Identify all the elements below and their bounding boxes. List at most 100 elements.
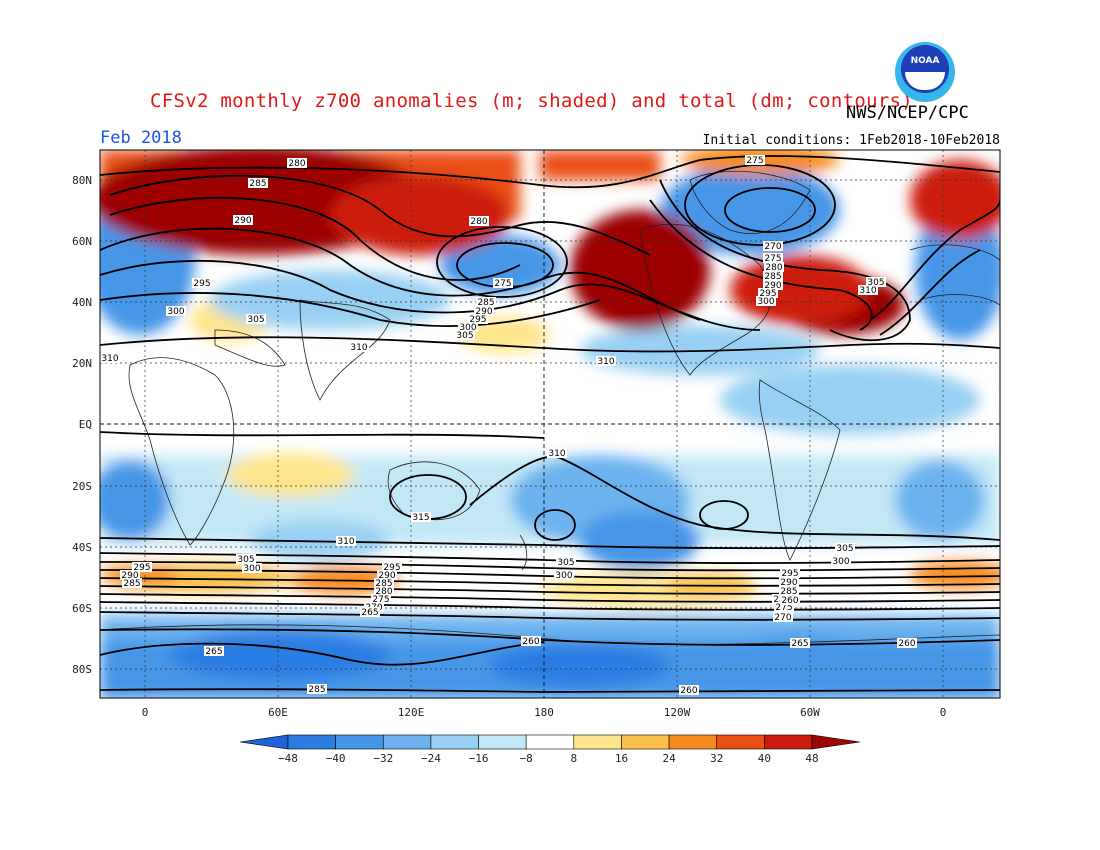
colorbar-tick-label: 16 [615,752,628,765]
contour-label-text: 280 [288,159,305,169]
contour-label-text: 305 [557,558,574,568]
contour-label-bg [236,554,256,564]
lat-label: 20N [72,357,92,370]
lat-label: 60S [72,602,92,615]
map-panel: 2802852902953003053102802752852902953003… [100,150,1000,698]
contour-label-text: 285 [780,587,797,597]
contour-label-bg [336,536,356,546]
contour-label-text: 295 [383,563,400,573]
colorbar-tick-label: 32 [710,752,723,765]
contour-label: 280 [764,262,784,273]
contour-label: 305 [866,277,886,288]
contour-label-text: 295 [759,289,776,299]
contour-label: 290 [233,215,253,226]
contour-label-bg [897,638,917,648]
contour-label-bg [521,636,541,646]
contour-label: 260 [679,685,699,696]
contour-label-text: 290 [378,571,395,581]
colorbar-tick-label: −48 [278,752,298,765]
colorbar-swatch [430,734,479,750]
colorbar-tick-label: −32 [373,752,393,765]
lon-label: 60W [800,706,820,719]
noaa-logo-text: NOAA [910,56,940,66]
contour-label-text: 265 [791,639,808,649]
contour-label: 310 [349,342,369,353]
contour-label: 300 [756,296,776,307]
contour-label-bg [474,306,494,316]
contour-label: 265 [204,646,224,657]
colorbar-arrow-low [239,734,289,750]
colorbar: −48 −40 −32 −24 −16 −8 8 16 24 32 40 48 [239,734,861,765]
contour-label-bg [458,322,478,332]
lat-label: 40N [72,296,92,309]
contour-label: 295 [758,288,778,299]
contour-label-bg [779,577,799,587]
contour-label-text: 275 [494,279,511,289]
contour-label-text: 300 [459,323,476,333]
contour-label: 305 [246,314,266,325]
contour-label: 290 [120,570,140,581]
lon-label: 180 [534,706,554,719]
contour-label: 295 [192,278,212,289]
contour-label-bg [242,563,262,573]
contour-label-bg [745,155,765,165]
contour-label-text: 305 [836,544,853,554]
contour-label-text: 310 [350,343,367,353]
contour-label-bg [493,278,513,288]
colorbar-tick-label: 24 [662,752,676,765]
longitude-axis: 0 60E 120E 180 120W 60W 0 [142,706,947,719]
colorbar-tick-label: 8 [571,752,578,765]
contour-label-text: 310 [597,357,614,367]
lon-label: 0 [142,706,149,719]
contour-label-bg [596,356,616,366]
contour-label: 305 [835,543,855,554]
lat-label: 20S [72,480,92,493]
contour-label-text: 270 [764,242,781,252]
contour-label-bg [831,556,851,566]
contour-label-text: 310 [337,537,354,547]
contour-label-bg [132,562,152,572]
colorbar-tick-label: 48 [805,752,818,765]
contour-label: 305 [556,557,576,568]
contour-label: 265 [360,607,380,618]
contour-label-text: 305 [237,555,254,565]
contour-label-text: 305 [867,278,884,288]
contour-label-text: 300 [555,571,572,581]
contour-label-bg [763,280,783,290]
contour-label-text: 290 [764,281,781,291]
contour-label-text: 275 [775,603,792,613]
contour-label: 295 [780,568,800,579]
contour-label-bg [780,568,800,578]
contour-label-bg [756,296,776,306]
contour-label-text: 295 [193,279,210,289]
contour-label: 305 [455,330,475,341]
contour-label: 270 [773,612,793,623]
contour-label-bg [790,638,810,648]
lat-label: 80N [72,174,92,187]
contour-label-text: 290 [121,571,138,581]
initial-conditions-label: Initial conditions: 1Feb2018-10Feb2018 [702,133,1000,148]
contour-label: 310 [547,448,567,459]
contour-label: 285 [248,178,268,189]
contour-label-bg [866,277,886,287]
contour-label: 260 [780,595,800,606]
colorbar-tick-label: −40 [326,752,346,765]
colorbar-swatch [764,734,813,750]
latitude-axis: 80N 60N 40N 20N EQ 20S 40S 60S 80S [72,174,92,676]
contour-label-text: 315 [412,513,429,523]
contour-label-bg [411,512,431,522]
lon-label: 0 [940,706,947,719]
contour-label-text: 260 [781,596,798,606]
contour-label-bg [248,178,268,188]
contour-label-bg [166,306,186,316]
contour-label: 285 [763,271,783,282]
contour-label: 275 [745,155,765,166]
colorbar-swatch [668,734,718,750]
contour-label-bg [468,314,488,324]
lat-label: 40S [72,541,92,554]
lon-label: 60E [268,706,288,719]
colorbar-swatch [478,734,527,750]
contour-label: 285 [307,684,327,695]
contour-label-text: 285 [123,579,140,589]
contour-label: 285 [779,586,799,597]
